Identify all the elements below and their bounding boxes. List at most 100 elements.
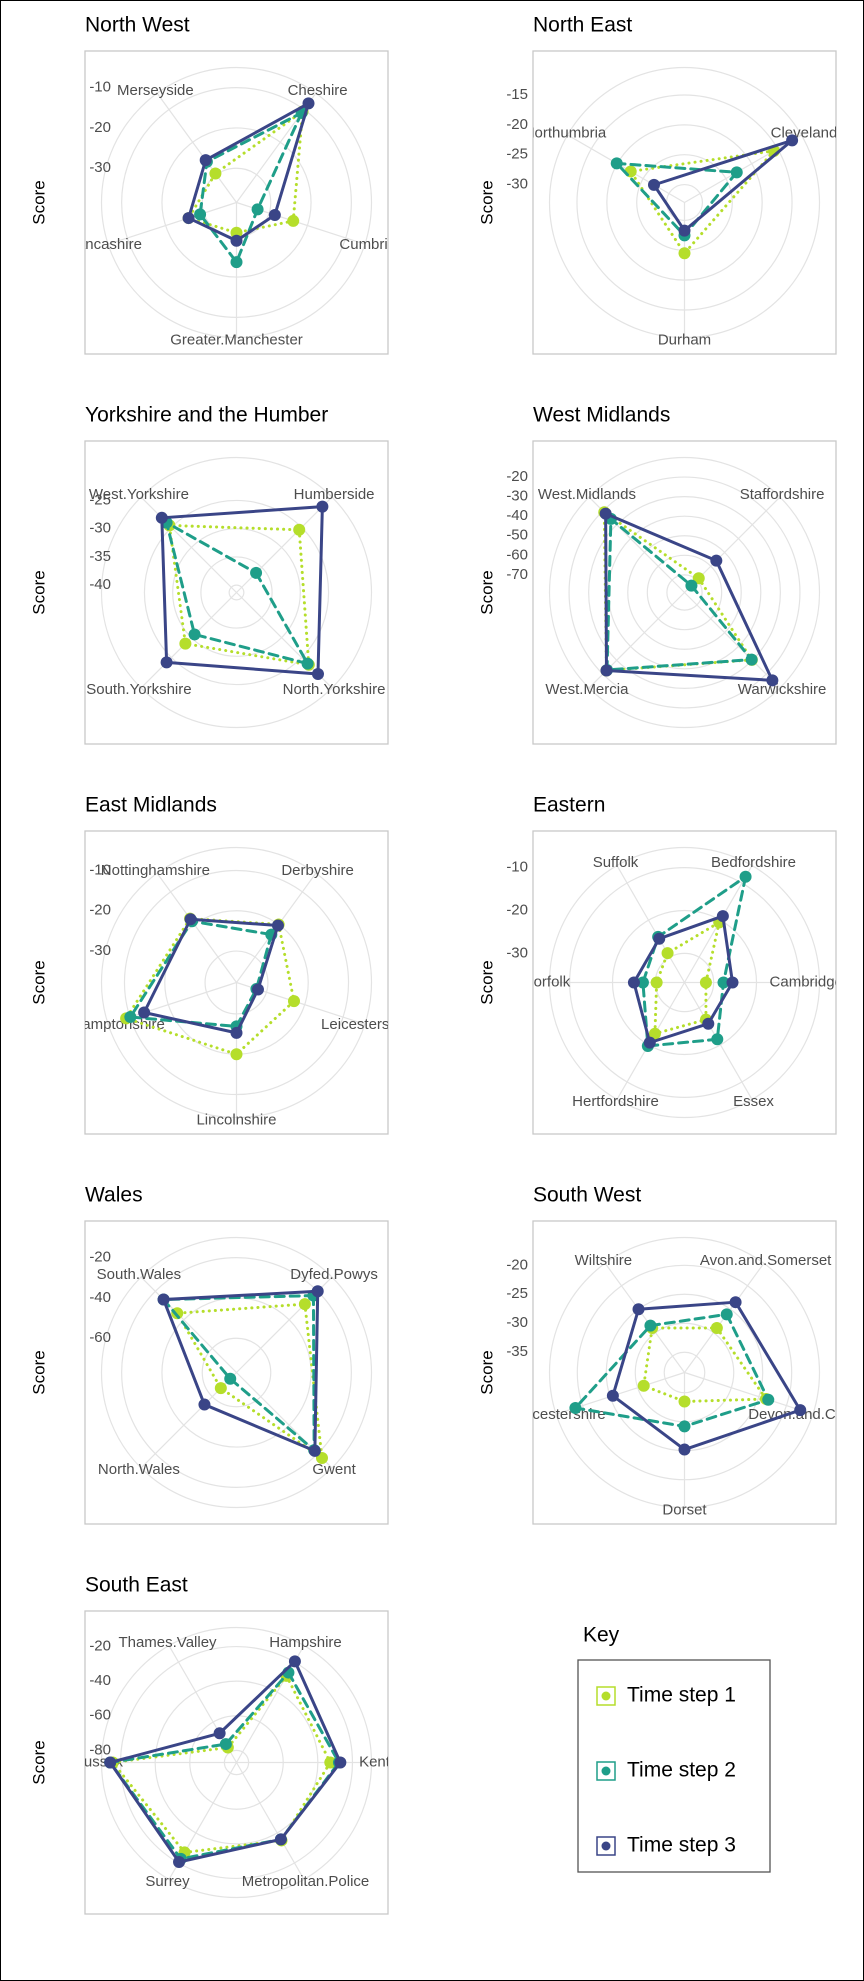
category-label: Northamptonshire: [46, 1016, 165, 1033]
r-tick-label: -15: [506, 86, 528, 103]
point: [209, 167, 222, 180]
category-label: South.Wales: [97, 1266, 182, 1283]
r-tick-label: -30: [89, 942, 111, 959]
legend-label: Time step 3: [627, 1834, 736, 1857]
spoke: [684, 134, 802, 204]
series-line: [167, 523, 311, 667]
point: [720, 1308, 733, 1321]
point: [606, 1389, 619, 1402]
point: [160, 656, 173, 669]
category-label: West.Mercia: [545, 681, 629, 698]
grid-ring: [568, 476, 801, 709]
point: [729, 1296, 742, 1309]
chart-title: South West: [533, 1184, 641, 1207]
category-label: Hertfordshire: [572, 1093, 659, 1110]
r-tick-label: -25: [89, 491, 111, 508]
y-axis-label: Score: [29, 1740, 48, 1784]
point: [230, 234, 243, 247]
point: [794, 1404, 807, 1417]
chart-title: North East: [533, 14, 632, 37]
category-label: Gwent: [312, 1461, 356, 1478]
point: [184, 913, 197, 926]
point: [155, 511, 168, 524]
legend-label: Time step 2: [627, 1759, 736, 1782]
point: [627, 976, 640, 989]
category-label: Bedfordshire: [711, 854, 796, 871]
point: [182, 212, 195, 225]
point: [104, 1756, 117, 1769]
r-tick-label: -30: [506, 944, 528, 961]
point: [632, 1303, 645, 1316]
y-axis-label: Score: [477, 960, 496, 1004]
category-label: Derbyshire: [281, 862, 354, 879]
category-label: Greater.Manchester: [170, 331, 303, 348]
point: [311, 1285, 324, 1298]
point: [274, 1833, 287, 1846]
r-tick-label: -35: [506, 1343, 528, 1360]
category-label: Humberside: [294, 486, 375, 503]
category-label: Staffordshire: [740, 486, 825, 503]
point: [685, 579, 698, 592]
grid-ring: [200, 556, 273, 629]
point: [224, 1372, 237, 1385]
radar-plot: Bedfordshire Cambridgeshire Essex Hertfords…: [523, 846, 864, 1119]
point: [230, 1048, 243, 1061]
y-axis-label: Score: [29, 1350, 48, 1394]
point: [311, 667, 324, 680]
legend-marker: [601, 1841, 611, 1851]
spoke: [156, 92, 237, 203]
point: [213, 1727, 226, 1740]
point: [124, 1010, 137, 1023]
point: [710, 554, 723, 567]
point: [230, 1026, 243, 1039]
category-label: Essex: [733, 1093, 774, 1110]
category-label: Surrey: [145, 1873, 190, 1890]
grid-ring: [121, 1257, 352, 1488]
chart-title: Wales: [85, 1184, 143, 1207]
category-label: Metropolitan.Police: [242, 1873, 370, 1890]
category-label: Kent: [359, 1753, 391, 1770]
point: [745, 653, 758, 666]
spoke: [235, 1762, 305, 1880]
radar-plot: Avon.and.SomersetDevon.and.CornwallDorse…: [533, 1236, 836, 1518]
point: [251, 203, 264, 216]
point: [766, 674, 779, 687]
point: [251, 983, 264, 996]
category-label: Durham: [658, 331, 711, 348]
chart-title: South East: [85, 1574, 188, 1597]
series-line: [187, 110, 305, 235]
point: [316, 500, 329, 513]
category-label: Norfolk: [523, 973, 571, 990]
point: [179, 637, 192, 650]
category-label: Northumbria: [524, 124, 607, 141]
point: [199, 154, 212, 167]
category-label: Dyfed.Powys: [290, 1266, 378, 1283]
grid-ring: [228, 584, 245, 601]
point: [717, 976, 730, 989]
category-label: Avon.and.Somerset: [700, 1252, 832, 1269]
r-tick-label: -20: [506, 1256, 528, 1273]
category-label: Dorset: [662, 1501, 707, 1518]
series-line: [165, 521, 310, 666]
category-label: West.Yorkshire: [89, 486, 189, 503]
point: [287, 214, 300, 227]
category-label: Cambridgeshire: [770, 973, 864, 990]
radar-plot: Cleveland Durham Northumbria: [524, 66, 836, 348]
point: [157, 1293, 170, 1306]
chart-title: East Midlands: [85, 794, 217, 817]
series-line: [187, 101, 311, 243]
grid-ring: [143, 499, 330, 686]
grid-ring: [588, 496, 781, 689]
point: [188, 628, 201, 641]
point: [637, 1379, 650, 1392]
point: [138, 1006, 151, 1019]
y-axis-label: Score: [29, 570, 48, 614]
point: [324, 1756, 337, 1769]
point: [661, 947, 674, 960]
legend-marker: [601, 1691, 611, 1701]
radar-plot: Dyfed.Powys Gwent North.Wales South.Wales: [97, 1236, 378, 1509]
r-tick-label: -30: [506, 1314, 528, 1331]
series-line: [615, 161, 739, 237]
point: [699, 976, 712, 989]
r-tick-label: -30: [89, 159, 111, 176]
